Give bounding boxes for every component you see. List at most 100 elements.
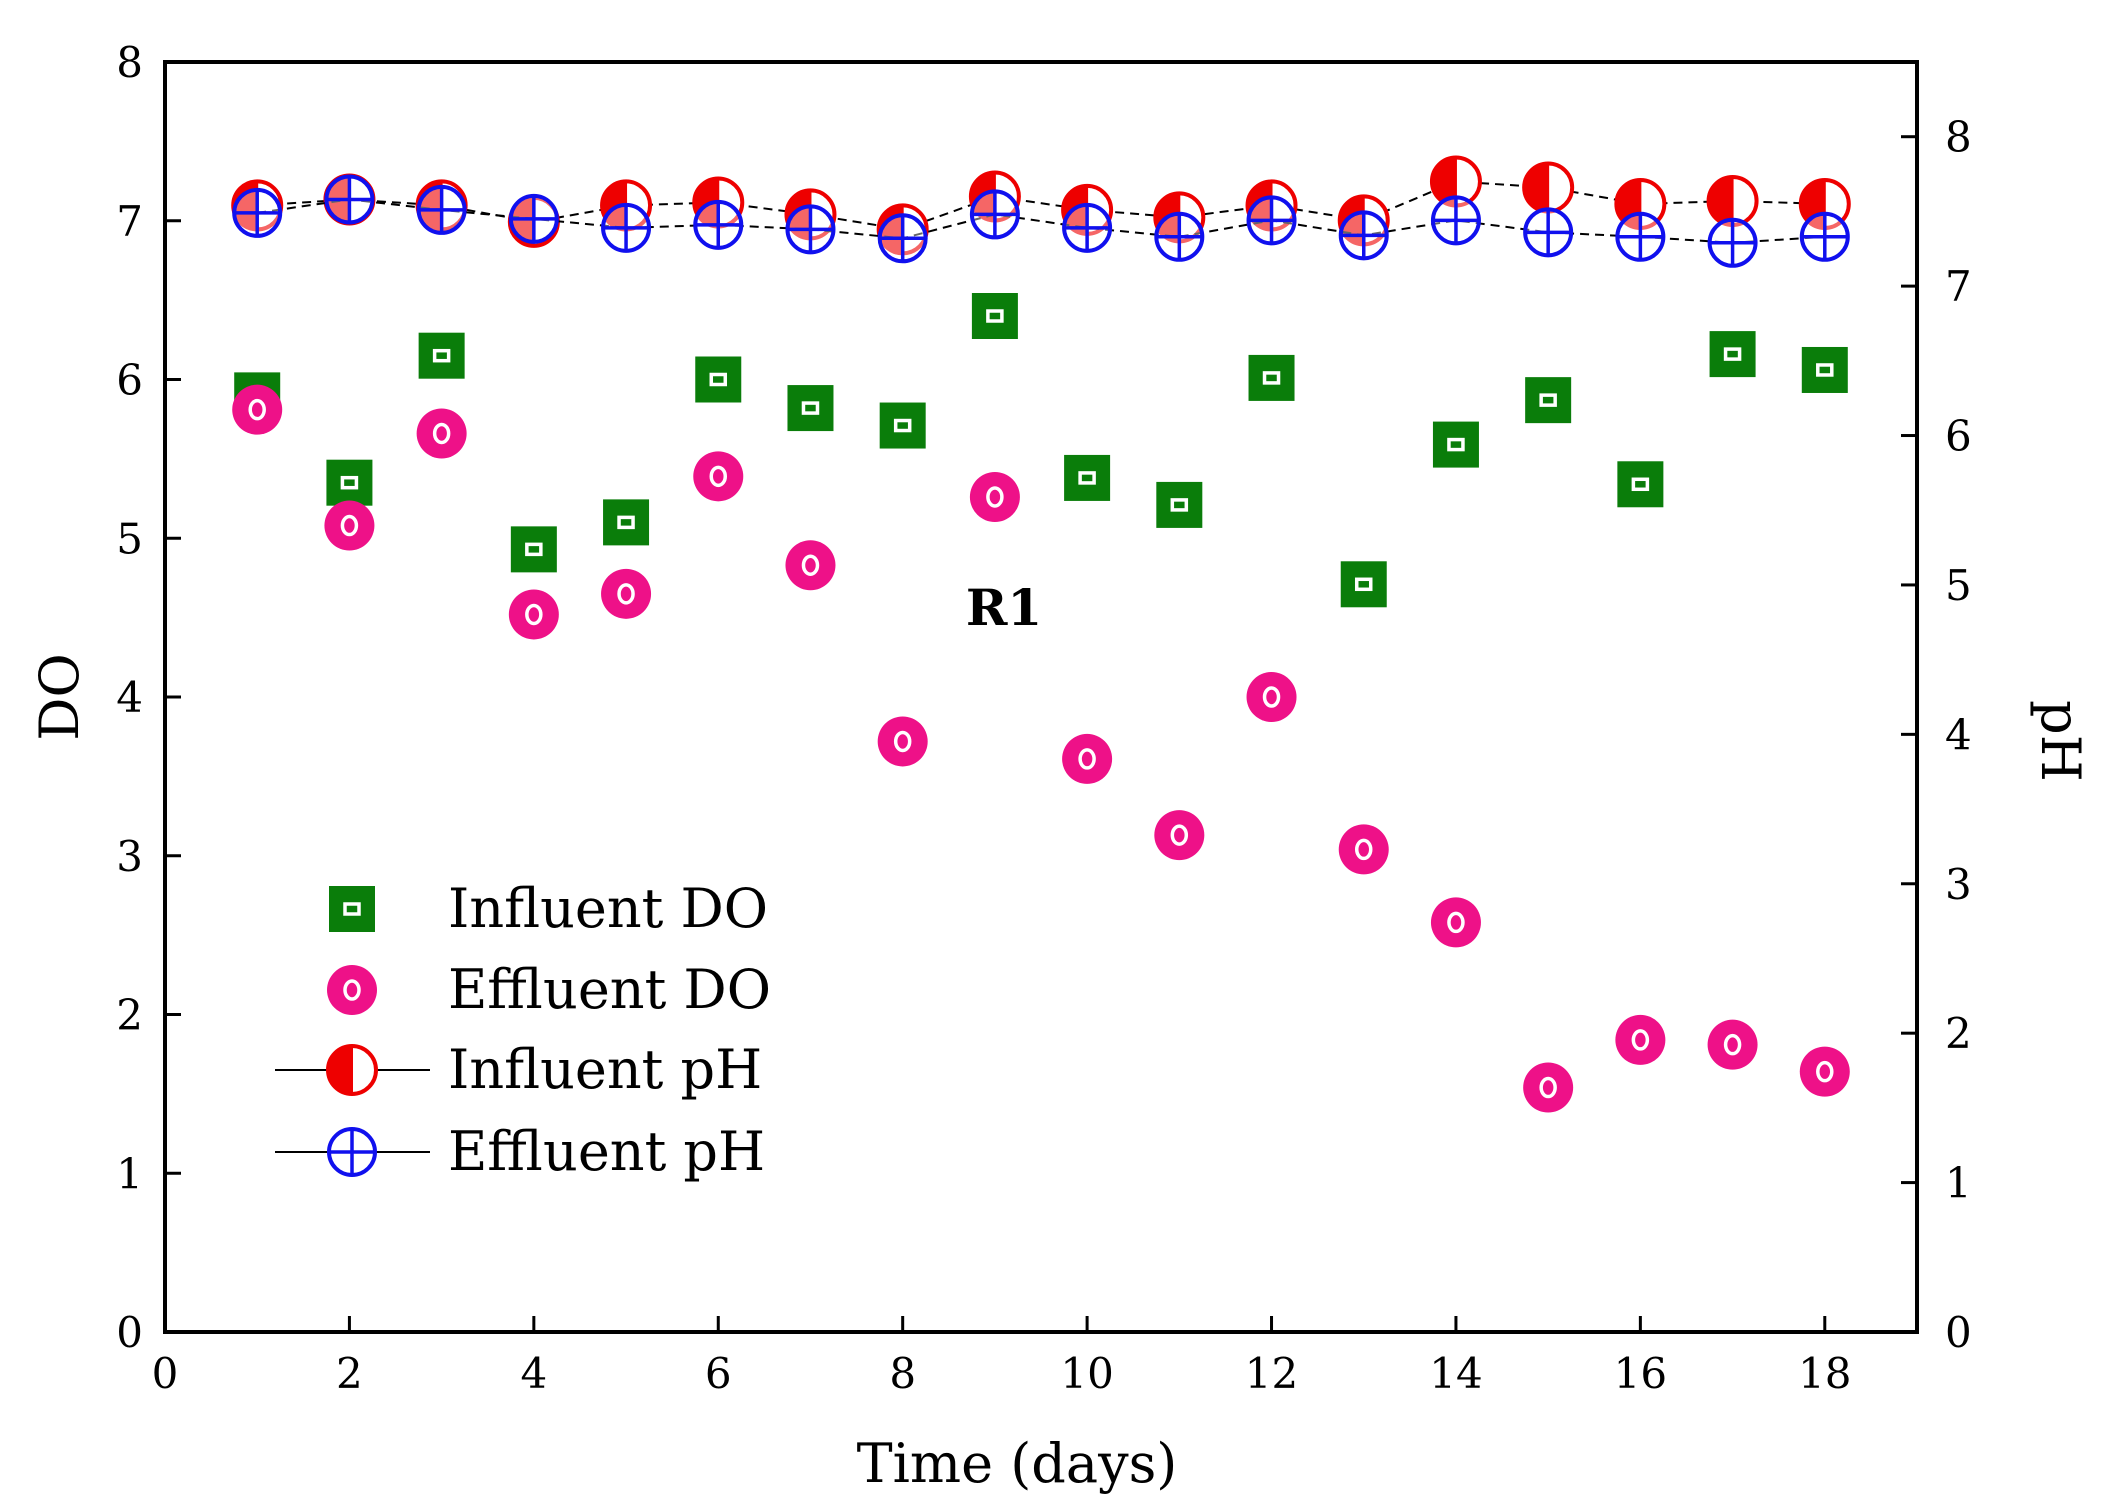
point-effluent-ph-day-11 [1154, 211, 1205, 262]
x-tick-label-8: 8 [889, 1349, 916, 1398]
point-effluent-ph-day-15 [1523, 207, 1574, 258]
point-effluent-do-day-15 [1523, 1062, 1574, 1113]
y2-tick-label-5: 5 [1945, 561, 1972, 610]
point-effluent-do-day-3 [416, 408, 467, 459]
point-effluent-do-day-4 [508, 589, 559, 640]
x-tick-label-6: 6 [705, 1349, 732, 1398]
point-effluent-do-day-9 [969, 471, 1020, 522]
legend-label-influent-do: Influent DO [448, 877, 768, 940]
legend-label-effluent-do: Effluent DO [448, 958, 771, 1021]
point-influent-do-day-5 [603, 499, 650, 546]
y2-tick-label-2: 2 [1945, 1009, 1972, 1058]
point-effluent-ph-day-17 [1707, 217, 1758, 268]
point-influent-do-day-18 [1801, 346, 1848, 393]
legend-symbol-influent-do [329, 886, 375, 932]
point-effluent-do-day-5 [601, 568, 652, 619]
point-influent-do-day-2 [326, 459, 373, 506]
point-influent-do-day-12 [1248, 354, 1295, 401]
legend-symbol-influent-ph [326, 1044, 378, 1096]
y2-tick-label-1: 1 [1945, 1159, 1972, 1208]
point-effluent-ph-day-3 [416, 184, 467, 235]
y2-axis-title: pH [2029, 700, 2092, 782]
y2-tick-label-3: 3 [1945, 860, 1972, 909]
point-effluent-ph-day-2 [324, 174, 375, 225]
x-tick-label-12: 12 [1245, 1349, 1298, 1398]
y-tick-label-4: 4 [116, 673, 143, 722]
legend-item-influent-do: Influent DO [329, 877, 768, 940]
point-effluent-do-day-13 [1338, 824, 1389, 875]
y2-tick-label-4: 4 [1945, 710, 1972, 759]
point-effluent-ph-day-9 [969, 189, 1020, 240]
point-effluent-do-day-6 [693, 451, 744, 502]
y-axis-title: DO [28, 653, 91, 741]
left-axis: 0 1 2 3 4 5 6 7 8 [116, 38, 181, 1357]
legend-item-effluent-do: Effluent DO [327, 958, 771, 1021]
y-tick-label-5: 5 [116, 514, 143, 563]
point-influent-do-day-14 [1432, 421, 1479, 468]
series-line-influent-ph [257, 180, 1825, 231]
point-effluent-do-day-7 [785, 540, 836, 591]
series-layer [231, 155, 1851, 1113]
y-tick-label-7: 7 [116, 197, 143, 246]
point-effluent-ph-day-1 [232, 187, 283, 238]
y-tick-label-3: 3 [116, 832, 143, 881]
legend-marker-influent-ph [326, 1044, 378, 1096]
y-tick-label-6: 6 [116, 356, 143, 405]
y2-tick-label-8: 8 [1945, 113, 1972, 162]
legend-marker-influent-do [329, 886, 375, 932]
point-effluent-do-day-18 [1799, 1046, 1850, 1097]
point-influent-do-day-15 [1525, 377, 1572, 424]
point-influent-ph-day-14 [1429, 155, 1482, 208]
point-effluent-ph-day-5 [601, 202, 652, 253]
series-effluent-ph [232, 174, 1850, 268]
series-influent-ph [231, 155, 1851, 256]
point-influent-do-day-9 [971, 293, 1018, 339]
series-effluent-do [232, 384, 1850, 1113]
point-influent-do-day-6 [695, 356, 742, 403]
y2-tick-label-6: 6 [1945, 412, 1972, 461]
right-axis: 0 1 2 3 4 5 6 7 8 [1901, 113, 1972, 1357]
legend: Influent DO Effluent DO Influent pH Effl… [275, 877, 771, 1183]
point-influent-ph-day-5 [600, 179, 653, 232]
point-effluent-ph-day-10 [1062, 202, 1113, 253]
legend-item-effluent-ph: Effluent pH [275, 1120, 765, 1183]
y-tick-label-2: 2 [116, 991, 143, 1040]
point-effluent-do-day-12 [1246, 672, 1297, 722]
x-tick-label-2: 2 [336, 1349, 363, 1398]
point-effluent-ph-day-8 [877, 213, 928, 264]
x-tick-label-4: 4 [520, 1349, 547, 1398]
series-line-effluent-ph [257, 198, 1825, 244]
x-tick-label-18: 18 [1798, 1349, 1851, 1398]
y2-tick-label-0: 0 [1945, 1308, 1972, 1357]
point-effluent-ph-day-12 [1246, 195, 1297, 246]
point-effluent-do-day-8 [877, 716, 928, 767]
point-influent-do-day-17 [1709, 331, 1756, 378]
point-influent-ph-day-17 [1706, 174, 1759, 227]
point-influent-do-day-16 [1617, 461, 1664, 508]
point-effluent-do-day-10 [1062, 733, 1113, 784]
legend-marker-effluent-ph [327, 1127, 377, 1177]
y-tick-label-8: 8 [116, 38, 143, 87]
point-effluent-do-day-11 [1154, 810, 1205, 861]
point-effluent-ph-day-6 [693, 199, 744, 250]
bottom-axis: 0 2 4 6 8 10 12 14 16 18 [152, 1316, 1852, 1398]
point-effluent-do-day-16 [1615, 1014, 1666, 1065]
legend-label-effluent-ph: Effluent pH [448, 1120, 765, 1183]
legend-item-influent-ph: Influent pH [275, 1038, 762, 1101]
y2-tick-label-7: 7 [1945, 262, 1972, 311]
x-tick-label-10: 10 [1060, 1349, 1113, 1398]
point-effluent-do-day-14 [1430, 897, 1481, 948]
legend-label-influent-ph: Influent pH [448, 1038, 762, 1101]
point-effluent-ph-day-13 [1338, 210, 1389, 261]
point-effluent-do-day-2 [324, 500, 375, 551]
x-tick-label-16: 16 [1614, 1349, 1667, 1398]
point-influent-do-day-10 [1064, 454, 1111, 501]
point-influent-do-day-7 [787, 385, 834, 432]
point-effluent-ph-day-18 [1799, 211, 1850, 262]
y-tick-label-0: 0 [116, 1308, 143, 1357]
point-influent-ph-day-15 [1522, 161, 1575, 214]
point-influent-do-day-8 [879, 402, 926, 449]
point-effluent-ph-day-4 [508, 193, 559, 244]
